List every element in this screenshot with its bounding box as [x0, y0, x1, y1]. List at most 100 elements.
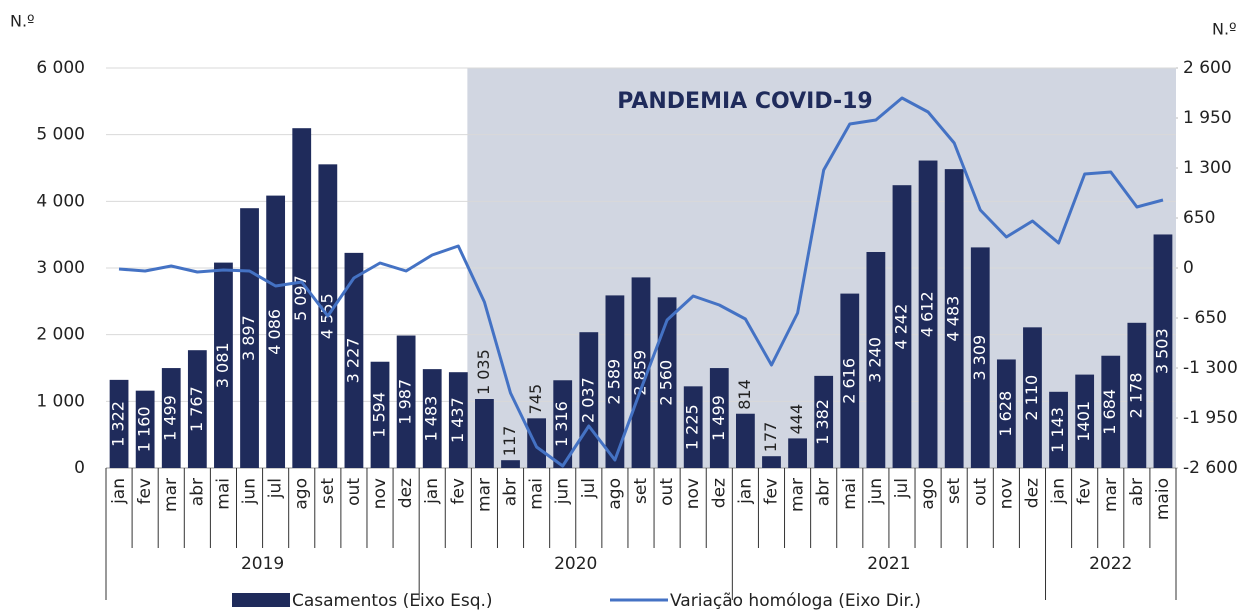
y2-tick-label: 1 950	[1183, 108, 1232, 128]
bar	[1023, 327, 1042, 468]
annotation: PANDEMIA COVID-19	[617, 89, 872, 114]
y2-tick-label: 2 600	[1183, 58, 1232, 78]
value-label: 1 499	[161, 395, 180, 441]
bar	[683, 386, 703, 468]
value-label: 2 178	[1126, 372, 1145, 418]
bar	[788, 438, 807, 468]
x-tick-label: mai	[527, 478, 547, 510]
value-label: 4 483	[944, 296, 963, 342]
x-tick-label: mai	[840, 478, 860, 510]
x-tick-label: mar	[1101, 478, 1121, 512]
x-tick-label: abr	[501, 478, 521, 506]
x-tick-label: out	[657, 478, 677, 506]
value-label: 2 110	[1022, 375, 1041, 421]
x-tick-label: fev	[135, 478, 155, 505]
legend-label: Casamentos (Eixo Esq.)	[292, 591, 493, 611]
bar	[1153, 234, 1173, 468]
y-tick-label: 1 000	[36, 391, 85, 411]
value-label: 1401	[1074, 401, 1093, 442]
x-tick-label: abr	[187, 478, 207, 506]
x-tick-label: dez	[396, 478, 416, 508]
x-tick-label: fev	[1075, 478, 1095, 505]
value-label: 1 160	[135, 406, 154, 452]
bar	[814, 375, 834, 468]
x-tick-label: jan	[735, 478, 755, 505]
x-tick-label: ago	[918, 478, 938, 510]
y-tick-label: 0	[74, 458, 85, 478]
legend-label: Variação homóloga (Eixo Dir.)	[670, 591, 921, 611]
value-label: 3 240	[865, 337, 884, 383]
value-label: 3 081	[213, 342, 232, 388]
x-tick-label: abr	[1127, 478, 1147, 506]
group-label: 2019	[241, 554, 284, 574]
bar	[762, 456, 781, 468]
value-label: 2 616	[839, 358, 858, 404]
bar	[292, 128, 312, 468]
y-axis-label: N.º	[10, 12, 35, 31]
value-label: 814	[735, 379, 754, 410]
x-tick-label: jul	[266, 478, 286, 499]
bar	[396, 335, 416, 468]
x-tick-label: out	[970, 478, 990, 506]
x-tick-label: jun	[553, 478, 573, 505]
value-label: 1 437	[448, 397, 467, 443]
bar	[866, 252, 886, 468]
bar	[475, 399, 494, 468]
value-label: 1 035	[474, 349, 493, 395]
bar	[631, 277, 651, 468]
value-label: 1 483	[422, 396, 441, 442]
y-tick-label: 2 000	[36, 325, 85, 345]
x-tick-label: nov	[683, 478, 703, 509]
x-tick-label: dez	[709, 478, 729, 508]
value-label: 1 143	[1048, 407, 1067, 453]
x-tick-label: mar	[161, 478, 181, 512]
x-tick-label: maio	[1153, 478, 1173, 520]
x-tick-label: nov	[996, 478, 1016, 509]
value-label: 4 086	[265, 309, 284, 355]
value-label: 1 382	[813, 399, 832, 445]
value-label: 2 859	[631, 350, 650, 396]
bar	[501, 460, 520, 468]
bar	[944, 169, 964, 468]
bar	[735, 413, 755, 468]
bar	[187, 350, 207, 468]
bar	[709, 368, 729, 468]
bar	[996, 359, 1016, 468]
x-tick-label: jan	[109, 478, 129, 505]
x-tick-label: jul	[579, 478, 599, 499]
y2-tick-label: -1 300	[1183, 358, 1238, 378]
value-label: 1 684	[1100, 389, 1119, 435]
legend-swatch	[232, 593, 290, 607]
y-tick-label: 4 000	[36, 191, 85, 211]
bar	[1101, 355, 1121, 468]
y-tick-label: 3 000	[36, 258, 85, 278]
x-tick-label: ago	[605, 478, 625, 510]
y2-axis-label: N.º	[1212, 20, 1237, 39]
value-label: 1 316	[552, 401, 571, 447]
line	[118, 96, 1164, 468]
bar	[344, 252, 364, 468]
value-label: 1 499	[709, 395, 728, 441]
bar	[918, 160, 938, 469]
y2-tick-label: -1 950	[1183, 408, 1238, 428]
bar	[605, 295, 625, 468]
value-label: 2 589	[604, 359, 623, 405]
bar	[840, 293, 860, 468]
bar	[1075, 374, 1095, 468]
group-label: 2020	[554, 554, 597, 574]
value-label: 745	[526, 384, 545, 415]
bar	[1127, 322, 1147, 468]
x-tick-label: set	[944, 478, 964, 504]
x-tick-label: mar	[474, 478, 494, 512]
bar	[214, 262, 233, 468]
x-tick-label: mar	[788, 478, 808, 512]
value-label: 3 309	[970, 335, 989, 381]
y-tick-label: 5 000	[36, 125, 85, 145]
bar	[109, 379, 129, 468]
value-label: 1 225	[683, 404, 702, 450]
x-tick-label: abr	[814, 478, 834, 506]
y2-tick-label: - 650	[1183, 308, 1227, 328]
x-tick-label: ago	[292, 478, 312, 510]
value-label: 2 037	[578, 377, 597, 423]
